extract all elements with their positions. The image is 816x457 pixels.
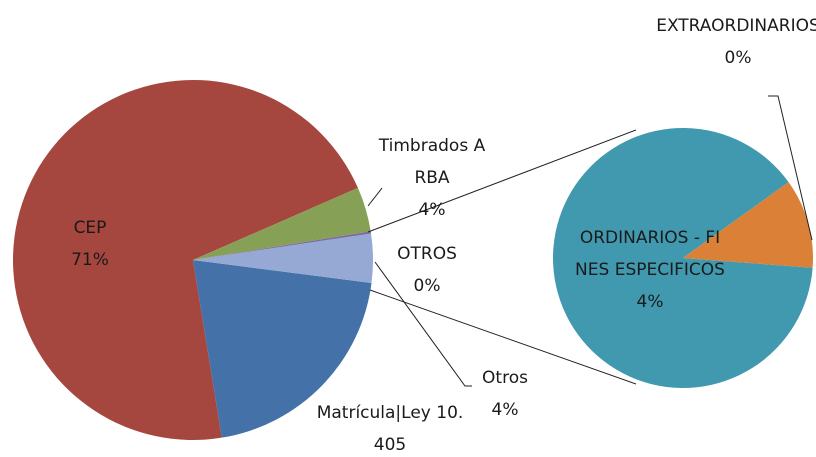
slice-label: Otros — [482, 368, 528, 388]
data-label: OTROS 0% — [382, 238, 472, 302]
slice-label: EXTRAORDINARIOS — [656, 16, 816, 36]
slice-label: Timbrados ARBA — [378, 136, 486, 188]
value-label: 4% — [491, 400, 519, 420]
leader-line — [768, 95, 813, 241]
pie-slice — [193, 231, 372, 260]
pie-slice — [193, 260, 372, 438]
value-label: 71% — [71, 250, 109, 270]
connector-line — [367, 129, 637, 233]
data-label: Timbrados ARBA 4% — [373, 130, 491, 226]
leader-line — [367, 187, 383, 207]
slice-label: CEP — [73, 218, 107, 238]
data-label: Otros 4% — [460, 362, 550, 426]
value-label: 4% — [636, 292, 664, 312]
data-label: ORDINARIOS - FINES ESPECIFICOS 4% — [575, 222, 725, 318]
slice-label: Matrícula|Ley 10.405 — [316, 403, 464, 455]
data-label: CEP 71% — [50, 212, 130, 276]
pie-slice — [553, 127, 813, 388]
connector-line — [369, 289, 637, 385]
value-label: 4% — [418, 200, 446, 220]
pie-slice — [193, 233, 373, 284]
pie-slice — [683, 182, 813, 268]
leader-line — [374, 261, 472, 387]
slice-label: ORDINARIOS - FINES ESPECIFICOS — [575, 228, 725, 280]
pie-slice — [13, 80, 358, 441]
data-label: EXTRAORDINARIOS 0% — [654, 10, 816, 74]
value-label: 0% — [413, 276, 441, 296]
data-label: Matrícula|Ley 10.405 — [315, 397, 465, 457]
slice-label: OTROS — [397, 244, 457, 264]
pie-slice — [193, 187, 371, 260]
value-label: 0% — [724, 48, 752, 68]
